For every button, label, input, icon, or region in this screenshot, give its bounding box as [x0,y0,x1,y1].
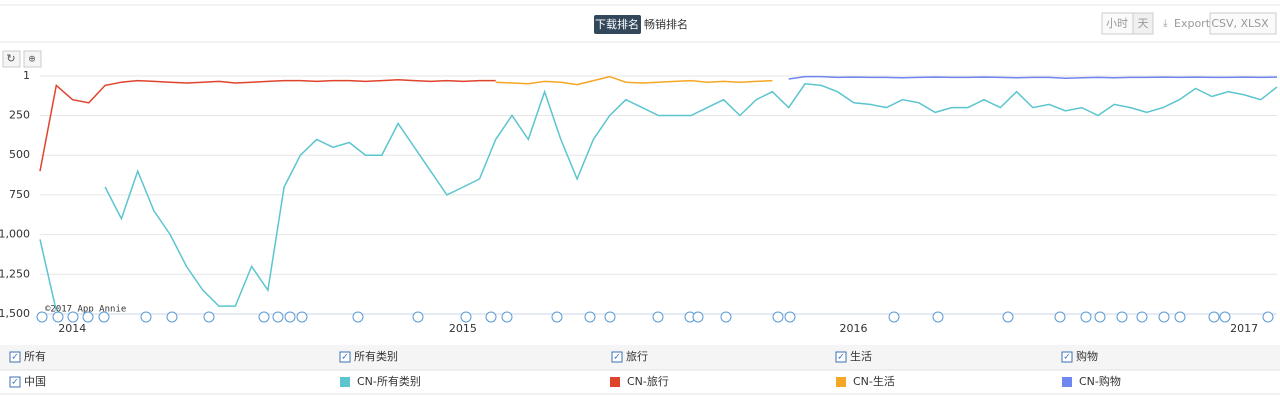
legend-label[interactable]: CN-生活 [853,374,895,388]
check-mark: ✓ [613,353,621,363]
event-marker[interactable] [692,311,704,323]
y-tick-label: 500 [9,148,30,161]
event-marker[interactable] [166,311,178,323]
checkbox[interactable] [835,351,847,363]
button-label[interactable]: 天 [1138,17,1149,30]
checkbox[interactable] [339,351,351,363]
filter-label[interactable]: 旅行 [626,349,648,363]
event-marker[interactable] [296,311,308,323]
event-marker[interactable] [1208,311,1220,323]
event-marker[interactable] [52,311,64,323]
legend-swatch[interactable] [1062,377,1072,387]
event-marker[interactable] [203,311,215,323]
legend-label[interactable]: CN-购物 [1079,374,1121,388]
event-marker[interactable] [1054,311,1066,323]
x-tick-label: 2017 [1230,322,1258,335]
filter-label[interactable]: 所有 [24,349,46,363]
reset-icon: ↻ [6,52,15,65]
checkbox[interactable] [1061,351,1073,363]
event-marker[interactable] [1080,311,1092,323]
event-marker[interactable] [460,311,472,323]
event-marker[interactable] [584,311,596,323]
event-marker[interactable] [1262,311,1274,323]
event-marker[interactable] [258,311,270,323]
event-marker[interactable] [82,311,94,323]
event-marker[interactable] [36,311,48,323]
legend-label[interactable]: CN-所有类别 [357,374,421,388]
series-line [39,83,1278,311]
checkbox[interactable] [9,351,21,363]
filter-label[interactable]: 购物 [1076,349,1098,363]
active-tab[interactable] [594,15,641,34]
check-mark: ✓ [1063,353,1071,363]
event-marker[interactable] [1116,311,1128,323]
event-marker[interactable] [652,311,664,323]
checkbox[interactable] [9,376,21,388]
series-line [495,75,773,86]
event-marker[interactable] [604,311,616,323]
event-marker[interactable] [272,311,284,323]
event-marker[interactable] [1158,311,1170,323]
check-mark: ✓ [837,353,845,363]
tab[interactable]: 下载排名 [595,17,639,31]
export-label[interactable]: Export [1174,17,1211,30]
event-marker[interactable] [1219,311,1231,323]
legend-swatch[interactable] [610,377,620,387]
event-marker[interactable] [284,311,296,323]
filter-label[interactable]: 所有类别 [354,349,398,363]
x-tick-label: 2014 [58,322,86,335]
check-mark: ✓ [341,353,349,363]
y-tick-label: 750 [9,188,30,201]
legend-swatch[interactable] [836,377,846,387]
event-marker[interactable] [67,311,79,323]
button-label[interactable]: CSV, XLSX [1211,17,1269,30]
event-marker[interactable] [485,311,497,323]
checkbox[interactable] [611,351,623,363]
reset-button[interactable] [2,50,21,68]
filter-label[interactable]: 生活 [850,349,872,363]
series-line [39,79,496,172]
zoom-icon: ⊕ [28,55,36,65]
event-marker[interactable] [352,311,364,323]
y-tick-label: 1,500 [0,307,30,320]
x-tick-label: 2015 [449,322,477,335]
series-line [788,75,1278,80]
button[interactable] [1209,12,1277,35]
button-label[interactable]: 小时 [1106,17,1128,30]
y-tick-label: 1,250 [0,267,30,280]
event-marker[interactable] [932,311,944,323]
event-marker[interactable] [784,311,796,323]
event-marker[interactable] [772,311,784,323]
credit: ©2017 App Annie [45,305,126,315]
event-marker[interactable] [551,311,563,323]
legend-label[interactable]: CN-旅行 [627,374,669,388]
event-marker[interactable] [1094,311,1106,323]
event-marker[interactable] [888,311,900,323]
filter-label[interactable]: 中国 [24,375,46,388]
legend-swatch[interactable] [340,377,350,387]
event-marker[interactable] [501,311,513,323]
check-mark: ✓ [11,353,19,363]
button[interactable] [1132,12,1154,35]
y-tick-label: 1,000 [0,228,30,241]
tab[interactable]: 畅销排名 [644,17,688,31]
y-tick-label: 250 [9,109,30,122]
event-marker[interactable] [140,311,152,323]
check-mark: ✓ [11,378,19,388]
event-marker[interactable] [1002,311,1014,323]
y-tick-label: 1 [23,69,30,82]
event-marker[interactable] [1136,311,1148,323]
event-marker[interactable] [412,311,424,323]
event-marker[interactable] [98,311,110,323]
event-marker[interactable] [1174,311,1186,323]
x-tick-label: 2016 [840,322,868,335]
zoom-button[interactable] [23,50,42,68]
download-icon: ⤓ [1163,18,1168,29]
event-marker[interactable] [720,311,732,323]
